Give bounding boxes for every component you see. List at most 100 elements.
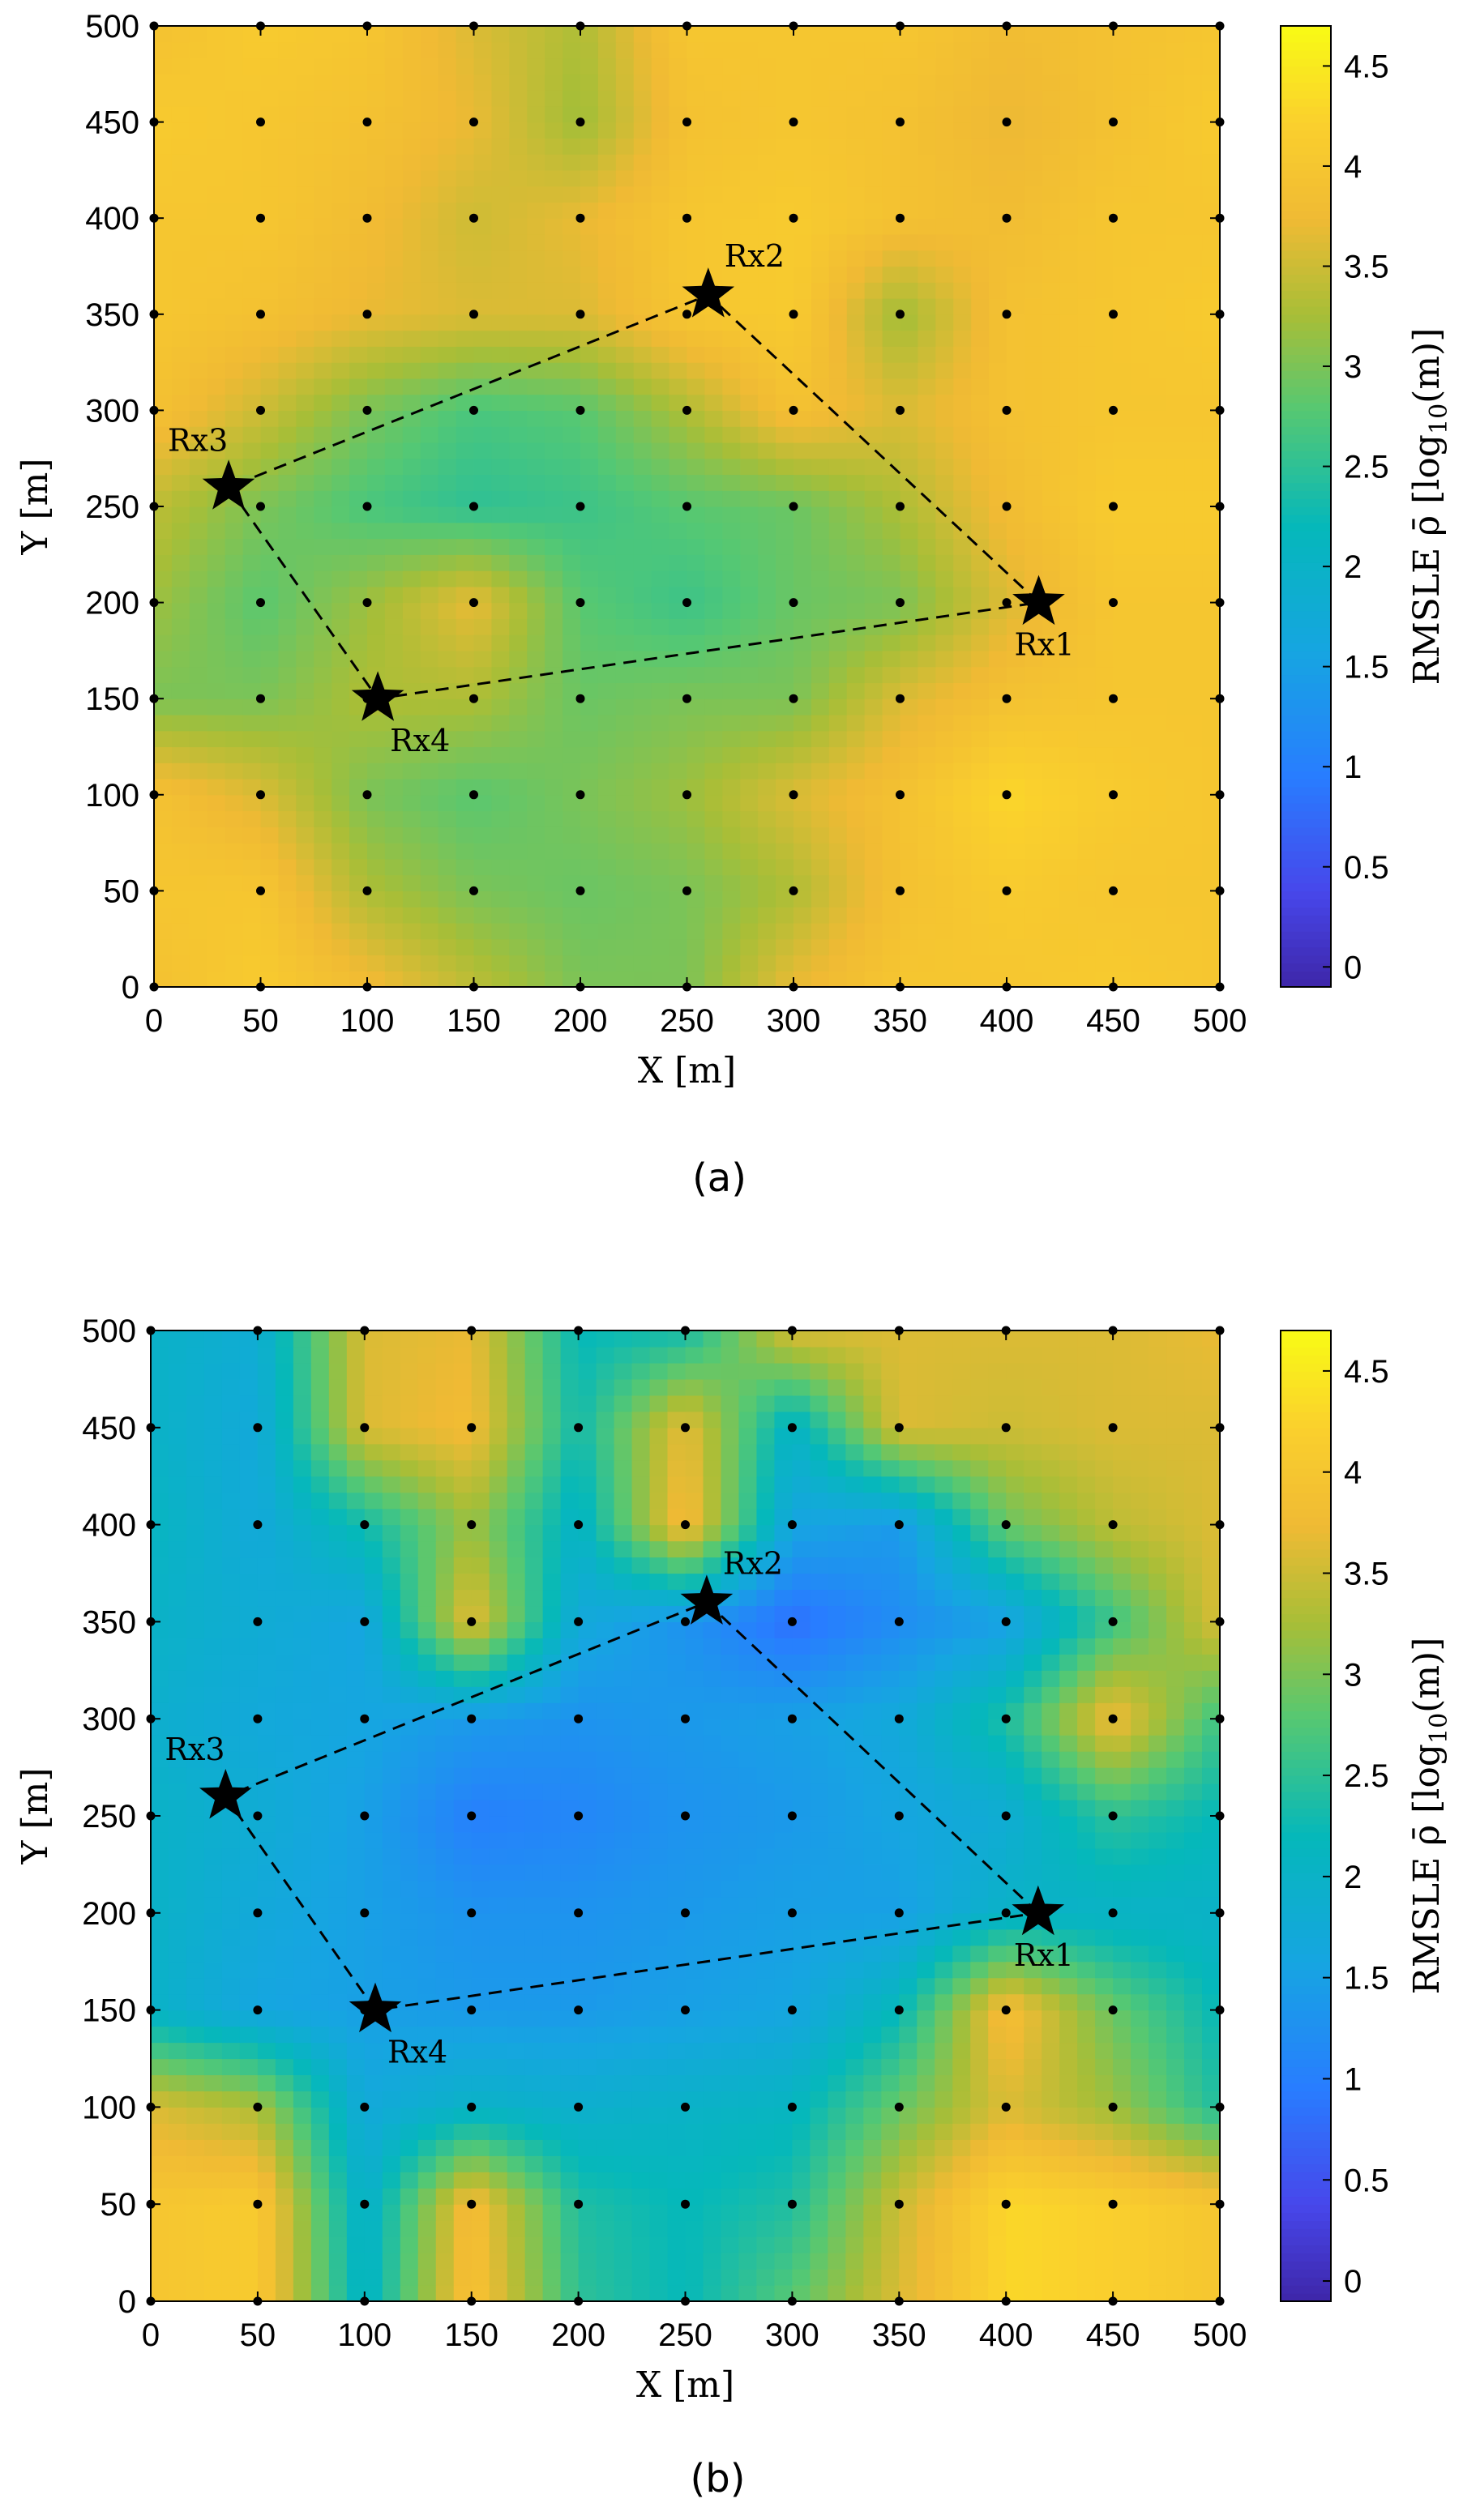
heat-cell	[1184, 810, 1203, 827]
heat-cell	[154, 169, 173, 187]
heat-cell	[704, 938, 723, 956]
heat-cell	[1149, 314, 1167, 331]
heat-cell	[527, 746, 545, 763]
heat-cell	[382, 2155, 401, 2172]
heat-cell	[846, 458, 866, 476]
heat-cell	[1042, 2091, 1060, 2108]
heat-cell	[417, 2253, 437, 2270]
heat-cell	[242, 570, 262, 587]
heat-cell	[1007, 169, 1025, 187]
heat-cell	[1202, 714, 1221, 732]
heat-cell	[703, 2107, 722, 2124]
heat-cell	[740, 90, 759, 107]
heat-cell	[845, 2269, 864, 2286]
heat-cell	[221, 2058, 241, 2076]
heat-cell	[151, 2188, 169, 2205]
heat-cell	[740, 169, 759, 187]
heat-cell	[597, 426, 617, 443]
heat-cell	[863, 2123, 882, 2140]
colorbar-segment	[1281, 186, 1331, 195]
heat-cell	[971, 874, 990, 891]
heat-cell	[189, 618, 208, 635]
heat-cell	[527, 714, 545, 732]
heat-cell	[435, 2236, 455, 2253]
heat-cell	[758, 458, 776, 476]
heat-cell	[1007, 618, 1025, 635]
heat-cell	[953, 794, 972, 812]
heat-cell	[257, 2253, 276, 2270]
heat-cell	[651, 570, 670, 587]
heat-cell	[1059, 2204, 1078, 2221]
heat-cell	[509, 490, 528, 507]
heat-cell	[278, 922, 297, 940]
heat-cell	[846, 874, 866, 891]
heat-cell	[438, 955, 457, 972]
heat-cell	[473, 971, 493, 988]
heat-cell	[758, 618, 776, 635]
heat-cell	[456, 442, 475, 459]
heat-cell	[346, 2236, 366, 2253]
heat-cell	[756, 2285, 776, 2302]
heat-cell	[473, 843, 493, 860]
heat-cell	[776, 794, 794, 812]
heat-cell	[846, 314, 866, 331]
heat-cell	[580, 907, 599, 924]
heat-cell	[296, 346, 314, 363]
heat-cell	[580, 426, 599, 443]
heat-cell	[1077, 138, 1097, 155]
heat-cell	[811, 714, 830, 732]
heat-cell	[615, 618, 635, 635]
heat-cell	[278, 90, 297, 107]
heat-cell	[810, 2107, 828, 2124]
heat-cell	[1007, 955, 1025, 972]
heat-cell	[1113, 474, 1132, 491]
heat-cell	[491, 922, 510, 940]
heat-cell	[438, 105, 457, 123]
heat-cell	[722, 730, 741, 748]
heat-cell	[349, 346, 368, 363]
heat-cell	[1024, 122, 1043, 139]
heat-cell	[221, 2107, 241, 2124]
heat-cell	[1042, 169, 1061, 187]
heat-cell	[509, 843, 528, 860]
heat-cell	[651, 74, 670, 91]
heat-cell	[189, 666, 208, 684]
heat-cell	[1095, 586, 1114, 604]
heat-cell	[242, 394, 262, 411]
heat-cell	[864, 874, 883, 891]
heat-cell	[669, 250, 688, 267]
heat-cell	[776, 506, 794, 523]
heat-cell	[1149, 426, 1167, 443]
heat-cell	[631, 2010, 651, 2027]
heat-cell	[384, 586, 404, 604]
heat-cell	[189, 682, 208, 699]
colorbar-segment	[1281, 810, 1331, 820]
heat-cell	[296, 233, 314, 251]
heat-cell	[811, 522, 830, 540]
heat-cell	[794, 74, 812, 91]
heat-cell	[332, 41, 350, 59]
heat-cell	[740, 298, 759, 315]
heat-cell	[453, 2253, 473, 2270]
heat-cell	[845, 2058, 864, 2076]
heat-cell	[811, 250, 830, 267]
heat-cell	[186, 2123, 205, 2140]
colorbar-segment	[1281, 458, 1331, 468]
heat-cell	[367, 233, 386, 251]
heat-cell	[633, 858, 652, 876]
heat-cell	[864, 858, 883, 876]
heat-cell	[456, 186, 475, 203]
heat-cell	[687, 122, 706, 139]
heat-cell	[580, 394, 599, 411]
heat-cell	[1149, 779, 1167, 796]
heat-cell	[1042, 346, 1061, 363]
heat-cell	[545, 794, 563, 812]
heat-cell	[328, 2139, 348, 2156]
heat-cell	[1007, 186, 1025, 203]
heat-cell	[456, 90, 475, 107]
heat-cell	[296, 282, 314, 299]
heat-cell	[615, 458, 635, 476]
heat-cell	[1042, 554, 1061, 571]
heat-cell	[704, 186, 723, 203]
